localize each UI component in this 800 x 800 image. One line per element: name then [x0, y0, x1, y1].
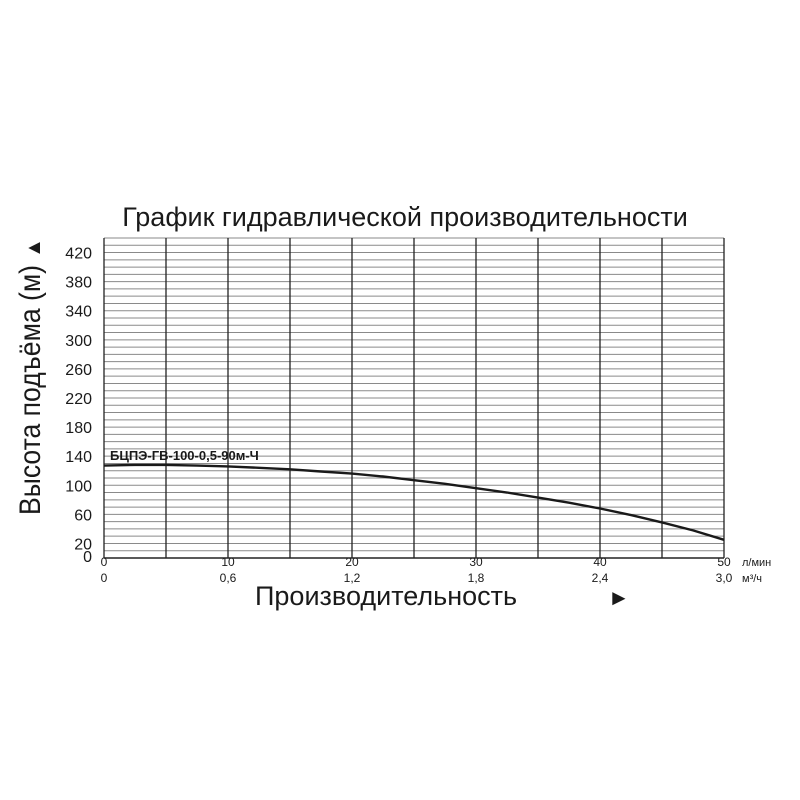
series-label: БЦПЭ-ГВ-100-0,5-90м-Ч: [110, 448, 259, 463]
y-tick-labels: 020 60 100 140 180 220 260 300 340 380 420: [65, 246, 92, 566]
y-tick-label: 300: [65, 333, 92, 350]
y-tick-label: 260: [65, 362, 92, 379]
vertical-gridlines: [103, 238, 725, 558]
x-axis-label: Производительность: [255, 581, 517, 611]
x-tick-label-secondary: 3,0: [716, 571, 733, 585]
pump-curve-line: [103, 463, 725, 541]
y-tick-label: 420: [65, 246, 92, 263]
x-primary-unit: л/мин: [742, 557, 771, 569]
x-secondary-unit: м³/ч: [742, 573, 762, 585]
y-tick-label: 220: [65, 391, 92, 408]
x-tick-label-secondary: 1,2: [344, 571, 361, 585]
y-tick-label: 100: [65, 478, 92, 495]
x-tick-label-primary: 50: [717, 555, 731, 569]
x-tick-label-primary: 20: [345, 555, 359, 569]
y-tick-label: 20: [74, 536, 92, 553]
x-tick-label-secondary: 2,4: [592, 571, 609, 585]
y-tick-label: 0: [83, 549, 92, 566]
y-axis-label: Высота подъёма (м): [14, 265, 47, 515]
x-tick-label-primary: 10: [221, 555, 235, 569]
y-axis-arrow: ▲: [23, 238, 45, 258]
x-tick-label-secondary: 0: [101, 571, 108, 585]
x-axis-arrow: ►: [608, 585, 630, 610]
x-tick-label-secondary: 1,8: [468, 571, 485, 585]
y-tick-label: 380: [65, 275, 92, 292]
x-tick-label-primary: 0: [101, 555, 108, 569]
chart-title: График гидравлической производительности: [122, 202, 688, 232]
x-tick-label-primary: 40: [593, 555, 607, 569]
y-tick-label: 340: [65, 304, 92, 321]
y-tick-label: 140: [65, 449, 92, 466]
x-tick-label-secondary: 0,6: [220, 571, 237, 585]
y-tick-label: 180: [65, 420, 92, 437]
y-tick-label: 60: [74, 507, 92, 524]
x-tick-label-primary: 30: [469, 555, 483, 569]
y-axis-label-group: Высота подъёма (м) ▲: [14, 238, 47, 515]
